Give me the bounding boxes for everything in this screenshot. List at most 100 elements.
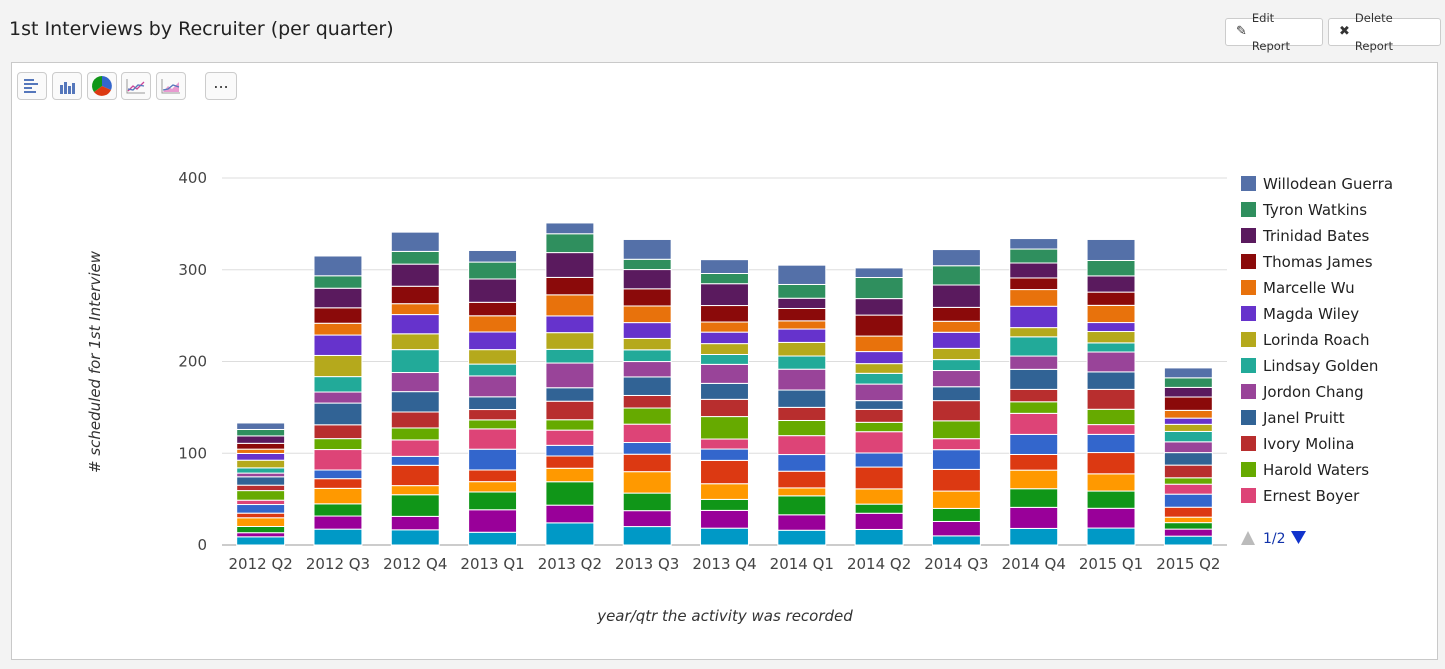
bar-segment — [854, 466, 904, 490]
bar-segment — [1163, 464, 1213, 479]
bar-segment — [622, 337, 672, 351]
bar-segment — [390, 250, 440, 265]
line-chart-button[interactable] — [121, 72, 151, 100]
bar-segment — [1163, 386, 1213, 398]
bar-segment — [236, 428, 286, 437]
legend-swatch — [1241, 410, 1256, 425]
delete-report-button[interactable]: ✖ Delete Report — [1328, 11, 1441, 53]
bar-segment — [236, 517, 286, 527]
column-chart-button[interactable] — [52, 72, 82, 100]
bar-segment — [854, 503, 904, 514]
bar-segment — [1009, 469, 1059, 490]
bar-segment — [931, 490, 981, 509]
x-tick-label: 2013 Q3 — [615, 555, 679, 573]
bar-segment — [545, 387, 595, 402]
bar-segment — [622, 526, 672, 546]
x-tick-label: 2015 Q2 — [1156, 555, 1220, 573]
close-icon: ✖ — [1339, 24, 1350, 39]
line-chart-icon — [126, 79, 145, 94]
bar-segment — [854, 408, 904, 423]
bar-segment — [1163, 441, 1213, 454]
pie-chart-button[interactable] — [87, 72, 117, 100]
bar-segment — [700, 305, 749, 323]
bar-segment — [545, 419, 595, 431]
bar-segment — [777, 307, 827, 322]
bar-segment — [931, 370, 981, 388]
bar-segment — [236, 472, 286, 478]
bar-segment — [236, 504, 286, 514]
bar-segment — [854, 400, 904, 410]
bar-segment — [700, 273, 749, 285]
bar-segment — [1086, 351, 1136, 373]
legend-label: Tyron Watkins — [1262, 201, 1367, 219]
bar-segment — [236, 490, 286, 501]
pager-down-icon[interactable] — [1291, 531, 1306, 544]
bar-segment — [854, 267, 904, 279]
bar-segment — [1163, 522, 1213, 530]
edit-report-button[interactable]: ✎ Edit Report — [1225, 11, 1323, 53]
bar-segment — [1009, 488, 1059, 508]
bar-segment — [931, 400, 981, 422]
bar-segment — [700, 398, 749, 418]
bar-segment — [390, 485, 440, 496]
bar-segment — [854, 277, 904, 300]
bar-segment — [931, 520, 981, 537]
bar-segment — [1163, 452, 1213, 466]
horizontal-bar-chart-button[interactable] — [17, 72, 47, 100]
bar-segment — [777, 454, 827, 472]
bar-segment — [390, 349, 440, 374]
bar-segment — [1009, 506, 1059, 529]
y-tick-label: 300 — [178, 261, 207, 279]
bar-segment — [777, 297, 827, 309]
bar-segment — [236, 467, 286, 474]
bar-segment — [1086, 408, 1136, 426]
legend-label: Jordon Chang — [1262, 383, 1364, 401]
bar-segment — [1009, 401, 1059, 414]
bar-segment — [1086, 527, 1136, 546]
bar-segment — [545, 467, 595, 483]
x-axis-title: year/qtr the activity was recorded — [596, 607, 853, 625]
bar-segment — [1009, 277, 1059, 291]
bar-segment — [931, 306, 981, 322]
y-tick-label: 0 — [197, 536, 207, 554]
bar-segment — [622, 453, 672, 473]
bar-segment — [1086, 238, 1136, 261]
bar-segment — [313, 391, 363, 404]
bar-segment — [1163, 430, 1213, 443]
bar-segment — [545, 522, 595, 546]
legend-pager-label: 1/2 — [1263, 531, 1286, 547]
bar-segment — [1163, 423, 1213, 432]
bar-segment — [854, 351, 904, 365]
bar-segment — [777, 389, 827, 408]
bar-segment — [777, 355, 827, 370]
bar-segment — [1163, 367, 1213, 379]
pencil-icon: ✎ — [1236, 24, 1247, 39]
bar-segment — [313, 255, 363, 277]
bar-segment — [390, 439, 440, 457]
bar-segment — [390, 515, 440, 531]
legend-label: Magda Wiley — [1263, 305, 1359, 323]
bar-segment — [1086, 424, 1136, 435]
area-chart-button[interactable] — [156, 72, 186, 100]
bar-segment — [1086, 342, 1136, 353]
bar-segment — [700, 363, 749, 384]
x-tick-label: 2013 Q4 — [692, 555, 756, 573]
bar-segment — [236, 452, 286, 461]
bar-segment — [545, 504, 595, 524]
horizontal-bar-chart-icon — [24, 79, 38, 93]
bar-segment — [854, 383, 904, 402]
legend-swatch — [1241, 332, 1256, 347]
more-options-button[interactable]: ... — [205, 72, 237, 100]
bar-segment — [777, 368, 827, 391]
bar-segment — [1086, 275, 1136, 293]
bar-segment — [468, 531, 518, 546]
legend-label: Ernest Boyer — [1263, 487, 1360, 505]
bar-segment — [1009, 336, 1059, 357]
bar-segment — [1086, 304, 1136, 324]
bar-segment — [313, 287, 363, 309]
legend-swatch — [1241, 462, 1256, 477]
bar-segment — [777, 328, 827, 343]
bar-segment — [468, 249, 518, 263]
bar-segment — [700, 438, 749, 450]
x-tick-label: 2012 Q2 — [229, 555, 293, 573]
